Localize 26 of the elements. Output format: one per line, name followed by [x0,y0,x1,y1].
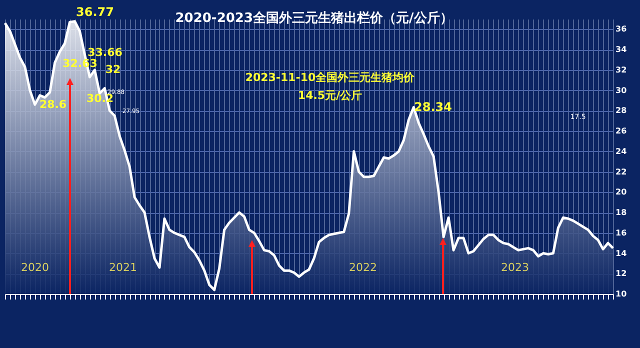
annotation: 32 [105,63,121,76]
y-tick-label: 24 [616,146,628,156]
y-tick-label: 12 [616,269,627,278]
y-tick-label: 34 [616,45,628,54]
text: 36.77 [76,5,114,19]
y-tick-label: 26 [616,126,628,136]
chart-title: 2020-2023全国外三元生猪出栏价（元/公斤） [175,10,453,26]
y-tick-label: 30 [616,86,628,95]
annotation: 2023 [501,261,529,274]
y-tick-label: 36 [616,24,628,34]
y-tick-label: 22 [616,167,627,176]
annotation: 2020 [21,261,49,274]
y-tick-label: 16 [616,228,628,238]
y-tick-label: 14 [616,248,628,258]
y-tick-label: 20 [616,188,628,197]
annotation: 2022 [349,261,377,274]
annotation: 2023-11-10全国外三元生猪均价 [245,71,416,84]
annotation: 2021 [109,261,137,274]
y-tick-label: 18 [616,208,628,218]
annotation: 33.66 [88,46,123,59]
y-tick-label: 32 [616,65,627,74]
annotation: 28.6 [39,98,67,111]
y-tick-label: 28 [616,106,628,116]
annotation: 28.34 [414,100,452,114]
y-tick-label: 10 [616,290,628,298]
annotation: 14.5元/公斤 [298,89,362,102]
